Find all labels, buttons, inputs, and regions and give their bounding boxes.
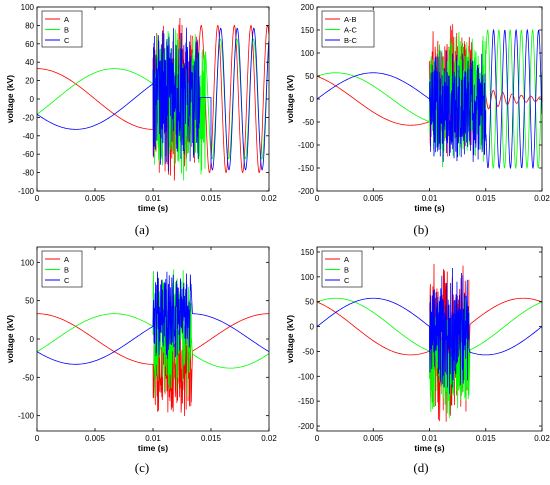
y-tick-label: 60 <box>25 40 34 49</box>
y-tick-label: 200 <box>301 3 315 12</box>
series-line-c <box>37 271 269 365</box>
x-tick-label: 0.02 <box>534 194 550 203</box>
y-tick-label: 50 <box>25 297 34 306</box>
y-tick-label: -200 <box>298 422 315 431</box>
series-group <box>317 263 542 422</box>
y-tick-label: 150 <box>301 26 315 35</box>
series-line-b <box>37 29 269 181</box>
x-tick-label: 0.015 <box>476 194 497 203</box>
y-tick-label: -40 <box>22 132 34 141</box>
y-tick-label: 50 <box>305 72 314 81</box>
y-tick-label: 80 <box>25 21 34 30</box>
chart-c: 0 0.005 0.01 0.015 0.02 -100 -50 0 50 100 time (s)… <box>5 246 277 453</box>
x-tick-label: 0.01 <box>145 194 161 203</box>
y-tick-label: -100 <box>298 141 315 150</box>
series-group <box>37 269 269 416</box>
legend: ABC <box>41 10 83 48</box>
x-axis-label: time (s) <box>414 203 444 213</box>
series-line-b-c <box>317 28 542 170</box>
panel-label-d: (d) <box>413 460 429 475</box>
x-tick-label: 0.02 <box>261 434 277 443</box>
y-tick-label: -50 <box>22 373 34 382</box>
x-tick-label: 0.005 <box>85 434 106 443</box>
x-tick-label: 0.005 <box>363 194 384 203</box>
x-tick-label: 0.01 <box>145 434 161 443</box>
y-tick-label: 20 <box>25 77 34 86</box>
y-tick-label: 0 <box>310 323 315 332</box>
y-tick-label: -150 <box>298 397 315 406</box>
y-tick-label: -100 <box>18 412 35 421</box>
y-tick-label: 150 <box>301 248 315 257</box>
y-axis-label: voltage (kV) <box>285 75 295 123</box>
y-tick-label: -20 <box>22 113 34 122</box>
x-tick-label: 0 <box>35 194 40 203</box>
legend-label-c: C <box>344 276 350 285</box>
legend: A-B A-CB-C <box>321 10 375 48</box>
y-axis-label: voltage (kV) <box>285 315 295 363</box>
y-tick-label: 100 <box>21 258 35 267</box>
y-tick-label: -150 <box>298 164 315 173</box>
x-tick-label: 0.01 <box>422 434 438 443</box>
x-tick-label: 0 <box>315 194 320 203</box>
legend-label-a-c: A-C <box>344 26 358 35</box>
y-tick-label: 100 <box>301 49 315 58</box>
legend-label-a-b: A-B <box>344 15 357 24</box>
x-tick-label: 0.02 <box>534 434 550 443</box>
x-tick-label: 0.01 <box>422 194 438 203</box>
legend-label-a: A <box>64 255 69 264</box>
series-group <box>317 24 542 170</box>
chart-d: 0 0.005 0.01 0.015 0.02 -200 -150 -100 -50 0 50 100… <box>285 246 550 453</box>
series-line-a-c <box>317 28 542 170</box>
chart-a: 0 0.005 0.01 0.015 0.02 -100 -80 -60 -40 -20 0 20 40… <box>5 3 277 213</box>
x-tick-label: 0.005 <box>363 434 384 443</box>
y-tick-label: -50 <box>302 347 314 356</box>
x-tick-label: 0.02 <box>261 194 277 203</box>
series-group <box>37 17 269 181</box>
y-axis-label: voltage (kV) <box>5 75 15 123</box>
y-axis-label: voltage (kV) <box>5 315 15 363</box>
y-tick-label: 100 <box>21 3 35 12</box>
x-tick-label: 0.015 <box>201 194 222 203</box>
panel-label-c: (c) <box>134 460 150 475</box>
y-tick-label: 0 <box>30 335 35 344</box>
y-tick-label: -100 <box>18 187 35 196</box>
legend-label-b: B <box>344 266 349 275</box>
y-tick-label: -100 <box>298 372 315 381</box>
x-axis-label: time (s) <box>138 443 168 453</box>
chart-b: 0 0.005 0.01 0.015 0.02 -200 -150 -100 -50 0 50 100… <box>285 3 550 213</box>
legend: ABC <box>41 250 83 288</box>
series-line-c <box>317 268 542 394</box>
y-tick-label: 0 <box>30 95 35 104</box>
panel-label-a: (a) <box>134 222 150 237</box>
x-tick-label: 0 <box>315 434 320 443</box>
legend-label-a: A <box>344 255 349 264</box>
legend-label-c: C <box>64 36 70 45</box>
x-tick-label: 0.005 <box>85 194 106 203</box>
legend-box <box>321 250 363 288</box>
y-tick-label: -50 <box>302 118 314 127</box>
x-tick-label: 0.015 <box>201 434 222 443</box>
legend-label-c: C <box>64 276 70 285</box>
series-line-b <box>317 297 542 419</box>
y-tick-label: -60 <box>22 150 34 159</box>
y-tick-label: 50 <box>305 298 314 307</box>
y-tick-label: -80 <box>22 169 34 178</box>
x-axis-label: time (s) <box>414 443 444 453</box>
y-tick-label: 0 <box>310 95 315 104</box>
y-tick-label: -200 <box>298 187 315 196</box>
legend-label-b: B <box>64 266 69 275</box>
y-tick-label: 40 <box>25 58 34 67</box>
legend: ABC <box>321 250 363 288</box>
y-tick-label: 100 <box>301 273 315 282</box>
legend-label-a: A <box>64 15 69 24</box>
series-line-c <box>37 27 269 172</box>
legend-label-b-c: B-C <box>344 36 358 45</box>
legend-label-b: B <box>64 26 69 35</box>
panel-label-b: (b) <box>413 222 429 237</box>
x-tick-label: 0 <box>35 434 40 443</box>
x-axis-label: time (s) <box>138 203 168 213</box>
x-tick-label: 0.015 <box>476 434 497 443</box>
